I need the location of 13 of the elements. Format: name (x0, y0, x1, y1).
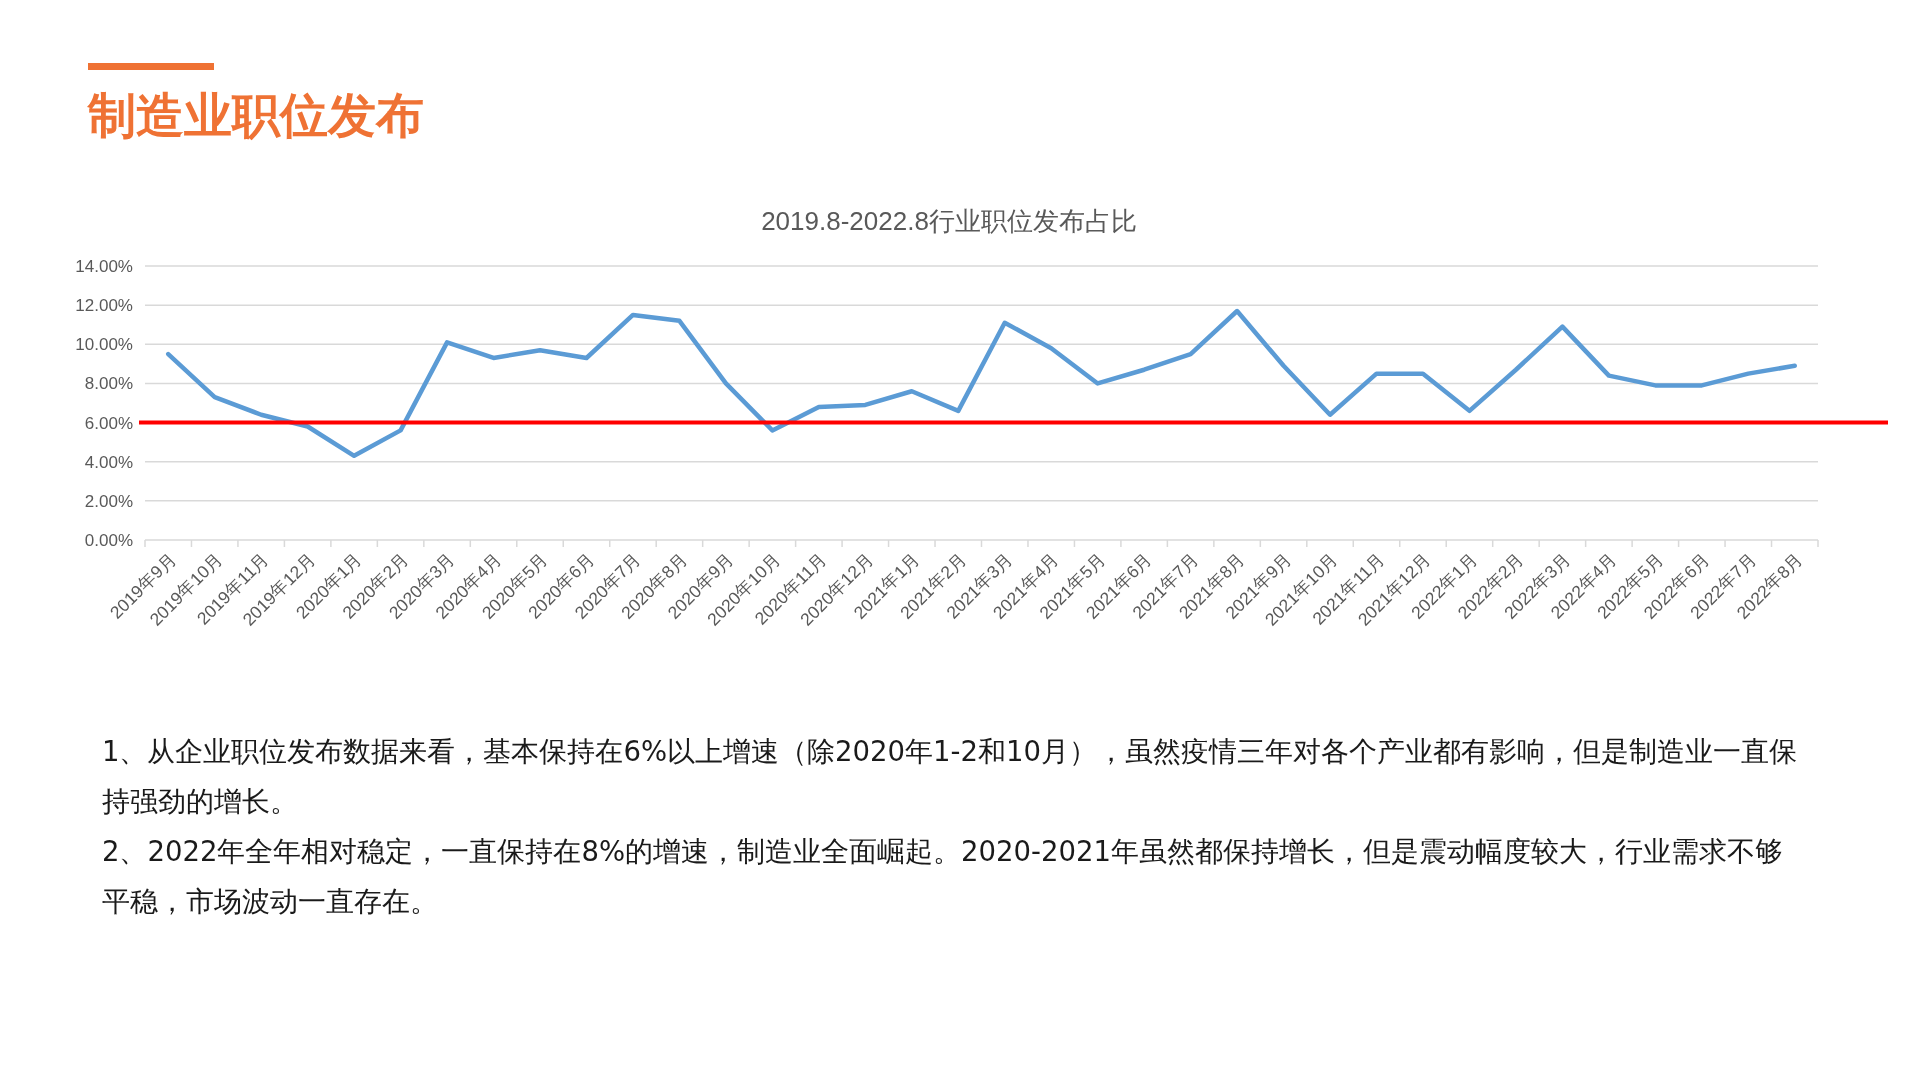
chart-title: 制造业职位发布 (86, 87, 424, 143)
y-tick-label: 10.00% (75, 335, 133, 355)
y-tick-label: 8.00% (84, 374, 133, 394)
y-tick-label: 14.00% (75, 257, 133, 276)
y-tick-label: 0.00% (84, 531, 133, 550)
line-series (165, 308, 1798, 459)
text: 2、2022年全年相对稳定，一直保持在8%的增速，制造业全面崛起。2020-2021年虽然都保持增长，但是震动幅度较大，行业需求不够平稳，市场波动一直存在。 (102, 834, 1784, 919)
text: 1、从企业职位发布数据来看，基本保持在6%以上增速（除2020年1-2和10月），虽然疫情三年对各个产业都有影响，但是制造业一直保持强劲的增长。 (102, 734, 1799, 819)
y-tick-label: 12.00% (75, 296, 133, 316)
y-tick-label: 6.00% (84, 413, 133, 433)
y-tick-label: 2.00% (84, 491, 133, 511)
y-tick-label: 4.00% (84, 452, 133, 472)
chart-subtitle: 2019.8-2022.8行业职位发布占比 (761, 206, 1137, 236)
